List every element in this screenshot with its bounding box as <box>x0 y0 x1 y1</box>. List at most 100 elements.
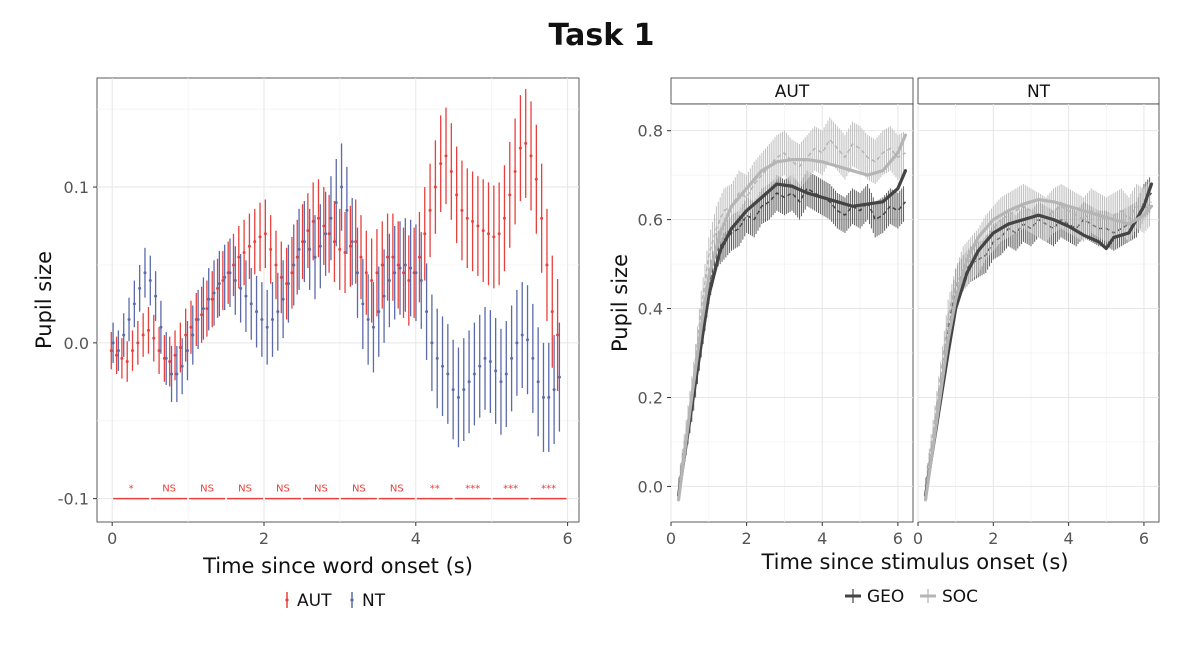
right-x-tick-label: 6 <box>893 529 903 548</box>
left-point-aut <box>322 224 326 228</box>
left-point-nt <box>265 325 269 329</box>
left-plot: 0 2 4 6-0.10.00.1* NS NS NS NS NS NS NS ** *** *** ***… <box>32 77 580 611</box>
right-raw-line-soc <box>677 138 906 487</box>
left-point-nt <box>419 279 423 283</box>
left-point-nt <box>292 263 296 267</box>
left-point-aut <box>439 162 443 166</box>
left-y-axis-title: Pupil size <box>32 251 56 349</box>
left-point-aut <box>231 263 235 267</box>
left-point-nt <box>552 388 556 392</box>
left-point-nt <box>478 364 482 368</box>
left-point-aut <box>242 250 246 254</box>
significance-label: *** <box>541 484 556 495</box>
right-y-axis-title: Pupil size <box>608 254 632 352</box>
left-point-nt <box>398 266 402 270</box>
left-point-nt <box>297 247 301 251</box>
left-point-aut <box>136 341 140 345</box>
left-point-nt <box>510 356 514 360</box>
facet-strip-label: NT <box>1027 82 1051 102</box>
right-y-tick-label: 0.6 <box>638 211 663 230</box>
left-point-aut <box>455 193 459 197</box>
left-point-nt <box>536 380 540 384</box>
left-point-nt <box>212 291 216 295</box>
left-point-aut <box>518 146 522 150</box>
left-point-aut <box>508 193 512 197</box>
left-point-nt <box>249 302 253 306</box>
left-point-nt <box>531 356 535 360</box>
left-point-nt <box>244 294 248 298</box>
left-point-nt <box>270 317 274 321</box>
left-point-aut <box>354 240 358 244</box>
left-x-tick-label: 2 <box>259 529 269 548</box>
left-point-nt <box>138 286 142 290</box>
left-point-nt <box>494 369 498 373</box>
left-point-nt <box>228 271 232 275</box>
left-point-aut <box>428 208 432 212</box>
left-point-nt <box>302 240 306 244</box>
significance-label: NS <box>390 484 404 495</box>
right-x-tick-label: 6 <box>1139 529 1149 548</box>
left-point-aut <box>157 349 161 353</box>
left-point-nt <box>403 263 407 267</box>
left-point-aut <box>274 263 278 267</box>
right-x-tick-label: 4 <box>1064 529 1074 548</box>
left-y-tick-label: 0.1 <box>64 178 89 197</box>
left-point-aut <box>237 255 241 259</box>
significance-label: ** <box>430 484 440 495</box>
left-point-aut <box>487 232 491 236</box>
left-point-nt <box>217 282 221 286</box>
left-point-aut <box>210 297 214 301</box>
left-point-aut <box>550 310 554 314</box>
left-point-aut <box>396 263 400 267</box>
left-point-nt <box>233 279 237 283</box>
left-point-aut <box>433 185 437 189</box>
left-point-nt <box>382 294 386 298</box>
significance-label: NS <box>162 484 176 495</box>
figure-title: Task 1 <box>548 18 655 53</box>
left-point-aut <box>370 279 374 283</box>
significance-label: * <box>129 484 134 495</box>
left-point-aut <box>502 216 506 220</box>
legend-key-dot-aut <box>285 598 289 602</box>
left-point-nt <box>409 266 413 270</box>
left-point-nt <box>356 271 360 275</box>
left-point-nt <box>223 275 227 279</box>
left-point-nt <box>132 302 136 306</box>
right-x-tick-label: 2 <box>988 529 998 548</box>
left-point-nt <box>148 279 152 283</box>
left-point-aut <box>545 263 549 267</box>
left-point-aut <box>359 255 363 259</box>
left-point-nt <box>483 356 487 360</box>
significance-label: NS <box>238 484 252 495</box>
left-point-nt <box>324 232 328 236</box>
left-point-aut <box>168 360 172 364</box>
right-y-tick-label: 0.0 <box>638 477 663 496</box>
left-point-nt <box>387 279 391 283</box>
left-point-nt <box>472 372 476 376</box>
left-point-aut <box>216 286 220 290</box>
left-point-aut <box>524 141 528 145</box>
right-smooth-line-soc <box>676 133 908 502</box>
facet-strip <box>917 77 1160 105</box>
left-point-aut <box>311 219 315 223</box>
left-point-nt <box>377 310 381 314</box>
left-point-aut <box>343 250 347 254</box>
left-point-aut <box>120 356 124 360</box>
left-point-aut <box>189 325 193 329</box>
left-point-nt <box>504 372 508 376</box>
left-point-nt <box>371 325 375 329</box>
left-point-nt <box>467 380 471 384</box>
left-point-nt <box>308 247 312 251</box>
left-point-nt <box>260 317 264 321</box>
left-point-nt <box>329 216 333 220</box>
left-point-aut <box>173 353 177 357</box>
left-point-nt <box>196 317 200 321</box>
left-point-nt <box>462 388 466 392</box>
left-point-aut <box>327 232 331 236</box>
left-point-nt <box>164 356 168 360</box>
left-point-nt <box>520 333 524 337</box>
left-point-aut <box>279 275 283 279</box>
legend-label-aut: AUT <box>297 591 332 611</box>
left-point-nt <box>116 349 120 353</box>
